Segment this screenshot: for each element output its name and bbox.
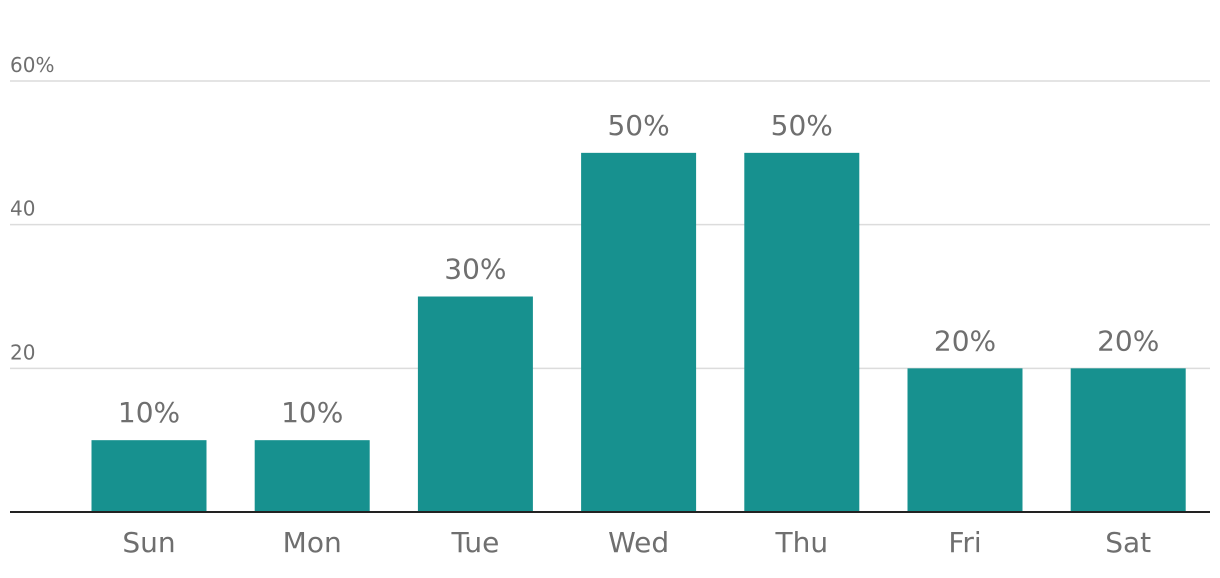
x-tick-label-tue: Tue [450, 526, 499, 559]
y-tick-label: 40 [10, 197, 35, 221]
data-label-wed: 50% [607, 109, 669, 142]
category-labels: Sun Mon Tue Wed Thu Fri Sat [122, 526, 1151, 559]
bar-wed [581, 152, 697, 512]
bar-sun [91, 440, 207, 512]
bar-fri [907, 368, 1023, 512]
x-tick-label-mon: Mon [283, 526, 342, 559]
data-label-sun: 10% [118, 396, 180, 429]
bar-tue [417, 296, 533, 512]
data-labels: 10% 10% 30% 50% 50% 20% 20% [118, 109, 1159, 429]
x-tick-label-sun: Sun [122, 526, 175, 559]
x-tick-label-wed: Wed [608, 526, 669, 559]
bar-sat [1070, 368, 1186, 512]
data-label-mon: 10% [281, 396, 343, 429]
bar-thu [744, 152, 860, 512]
data-label-tue: 30% [444, 253, 506, 286]
y-tick-label: 20 [10, 340, 35, 364]
data-label-fri: 20% [934, 324, 996, 357]
bar-mon [254, 440, 370, 512]
bars [91, 152, 1186, 512]
data-label-sat: 20% [1097, 324, 1159, 357]
x-tick-label-fri: Fri [948, 526, 981, 559]
x-tick-label-thu: Thu [774, 526, 828, 559]
data-label-thu: 50% [771, 109, 833, 142]
y-tick-label: 60% [10, 53, 54, 77]
x-tick-label-sat: Sat [1105, 526, 1151, 559]
